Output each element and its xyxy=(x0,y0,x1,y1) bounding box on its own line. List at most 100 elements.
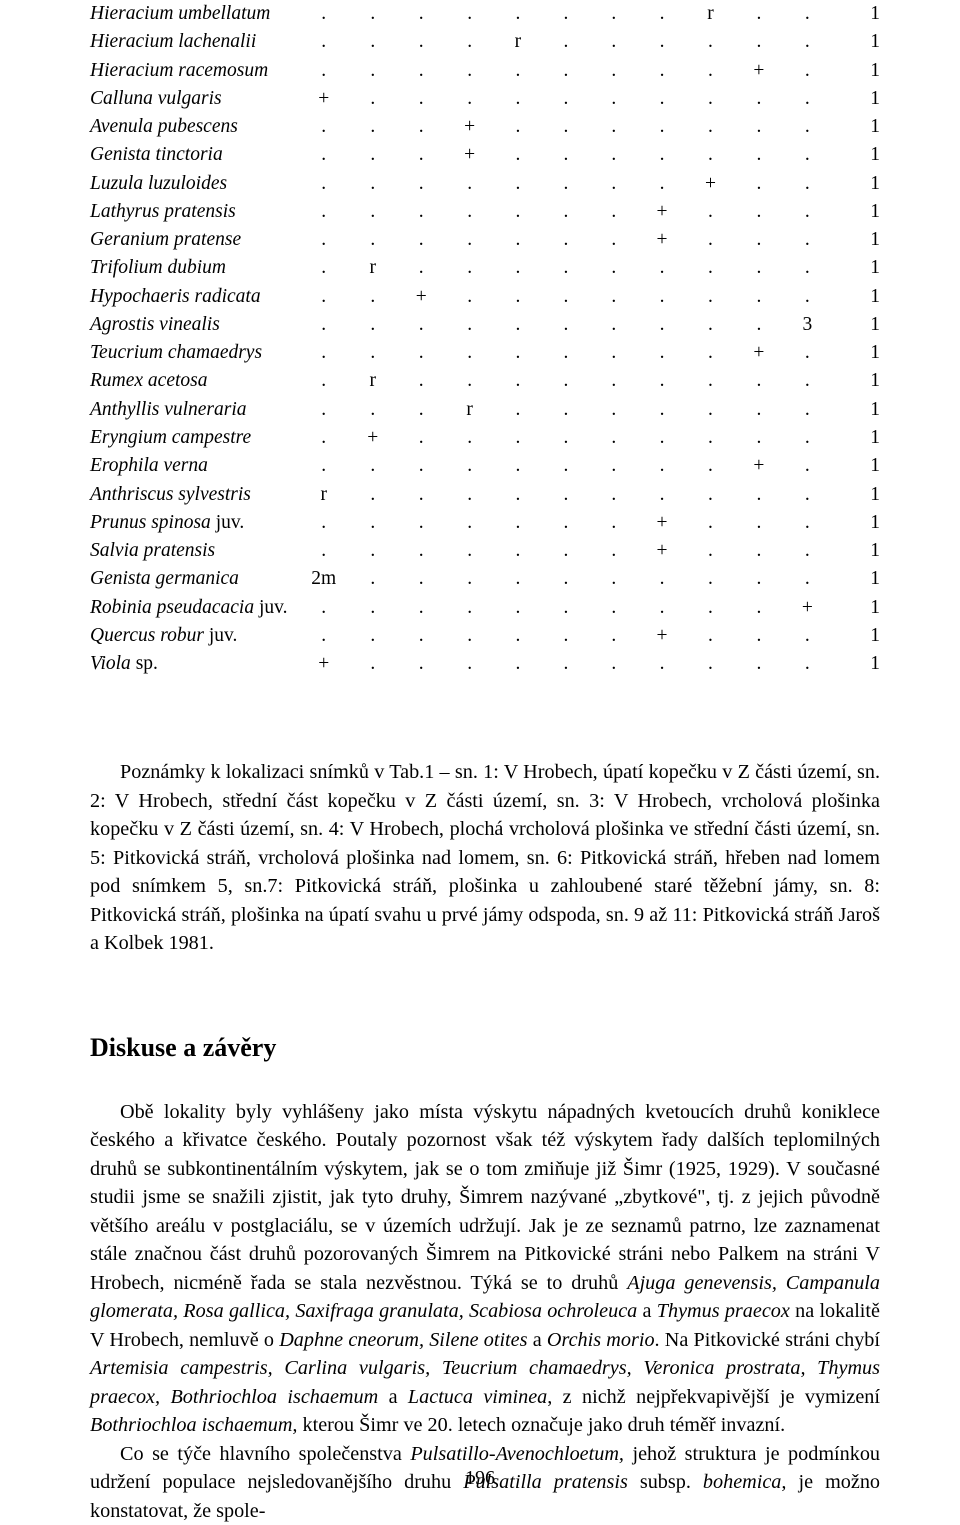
species-name: Quercus robur juv. xyxy=(90,622,299,650)
table-cell: . xyxy=(299,283,349,311)
table-cell: . xyxy=(397,170,445,198)
table-cell: . xyxy=(542,141,590,169)
table-cell: . xyxy=(686,452,734,480)
table-cell: . xyxy=(445,565,493,593)
table-cell: . xyxy=(686,226,734,254)
table-row: Hieracium lachenalii....r......1 xyxy=(90,28,880,56)
table-cell: . xyxy=(783,650,831,678)
table-cell: . xyxy=(445,650,493,678)
table-cell: . xyxy=(783,396,831,424)
species-name: Luzula luzuloides xyxy=(90,170,299,198)
table-cell: . xyxy=(686,85,734,113)
table-cell: . xyxy=(783,565,831,593)
table-cell: . xyxy=(638,481,686,509)
table-cell: + xyxy=(638,226,686,254)
table-cell: . xyxy=(590,650,638,678)
table-cell: 1 xyxy=(832,170,880,198)
table-cell: . xyxy=(590,509,638,537)
table-cell: . xyxy=(299,622,349,650)
table-cell: r xyxy=(349,367,397,395)
table-cell: . xyxy=(397,339,445,367)
table-cell: . xyxy=(349,339,397,367)
table-cell: . xyxy=(542,481,590,509)
table-row: Robinia pseudacacia juv...........+1 xyxy=(90,594,880,622)
table-cell: . xyxy=(542,650,590,678)
table-cell: . xyxy=(686,283,734,311)
table-cell: . xyxy=(445,509,493,537)
table-row: Rumex acetosa.r.........1 xyxy=(90,367,880,395)
table-cell: . xyxy=(783,283,831,311)
table-cell: + xyxy=(638,198,686,226)
table-cell: . xyxy=(735,424,783,452)
table-cell: . xyxy=(542,311,590,339)
table-cell: . xyxy=(783,452,831,480)
table-cell: . xyxy=(494,113,542,141)
table-cell: . xyxy=(542,367,590,395)
table-cell: . xyxy=(735,85,783,113)
table-cell: . xyxy=(542,622,590,650)
table-cell: . xyxy=(397,594,445,622)
table-cell: . xyxy=(397,509,445,537)
table-cell: + xyxy=(445,141,493,169)
table-cell: 2m xyxy=(299,565,349,593)
table-cell: . xyxy=(445,367,493,395)
table-cell: . xyxy=(590,311,638,339)
table-cell: 1 xyxy=(832,141,880,169)
table-cell: 1 xyxy=(832,537,880,565)
table-cell: . xyxy=(397,367,445,395)
table-cell: . xyxy=(445,622,493,650)
table-cell: . xyxy=(542,57,590,85)
table-cell: + xyxy=(638,509,686,537)
table-cell: . xyxy=(494,141,542,169)
table-cell: . xyxy=(686,650,734,678)
table-cell: . xyxy=(735,283,783,311)
table-cell: + xyxy=(735,452,783,480)
table-cell: 1 xyxy=(832,452,880,480)
table-cell: . xyxy=(349,650,397,678)
table-cell: . xyxy=(735,113,783,141)
table-cell: . xyxy=(349,594,397,622)
table-cell: . xyxy=(686,481,734,509)
table-cell: . xyxy=(783,57,831,85)
table-cell: 1 xyxy=(832,481,880,509)
table-cell: . xyxy=(299,170,349,198)
table-cell: r xyxy=(686,0,734,28)
table-row: Geranium pratense.......+...1 xyxy=(90,226,880,254)
table-cell: . xyxy=(299,226,349,254)
table-cell: . xyxy=(783,226,831,254)
table-cell: . xyxy=(494,198,542,226)
table-cell: . xyxy=(686,339,734,367)
table-cell: . xyxy=(542,339,590,367)
table-cell: . xyxy=(783,509,831,537)
table-cell: . xyxy=(735,622,783,650)
table-cell: 1 xyxy=(832,367,880,395)
table-cell: r xyxy=(349,254,397,282)
table-cell: . xyxy=(494,339,542,367)
species-name: Teucrium chamaedrys xyxy=(90,339,299,367)
table-cell: . xyxy=(445,537,493,565)
table-cell: . xyxy=(590,198,638,226)
table-cell: . xyxy=(686,424,734,452)
table-cell: . xyxy=(783,537,831,565)
table-cell: . xyxy=(590,396,638,424)
table-cell: . xyxy=(783,170,831,198)
table-cell: + xyxy=(686,170,734,198)
species-name: Avenula pubescens xyxy=(90,113,299,141)
species-name: Genista germanica xyxy=(90,565,299,593)
table-cell: . xyxy=(590,113,638,141)
species-name: Hieracium lachenalii xyxy=(90,28,299,56)
table-cell: . xyxy=(638,650,686,678)
species-table: Hieracium umbellatum........r..1Hieraciu… xyxy=(90,0,880,678)
table-cell: . xyxy=(542,254,590,282)
table-cell: + xyxy=(735,339,783,367)
table-cell: . xyxy=(397,57,445,85)
table-cell: . xyxy=(349,198,397,226)
table-cell: 1 xyxy=(832,254,880,282)
table-cell: . xyxy=(299,198,349,226)
table-cell: . xyxy=(445,339,493,367)
table-cell: . xyxy=(349,565,397,593)
table-cell: . xyxy=(397,311,445,339)
table-cell: . xyxy=(686,141,734,169)
table-cell: . xyxy=(397,452,445,480)
table-cell: . xyxy=(735,481,783,509)
